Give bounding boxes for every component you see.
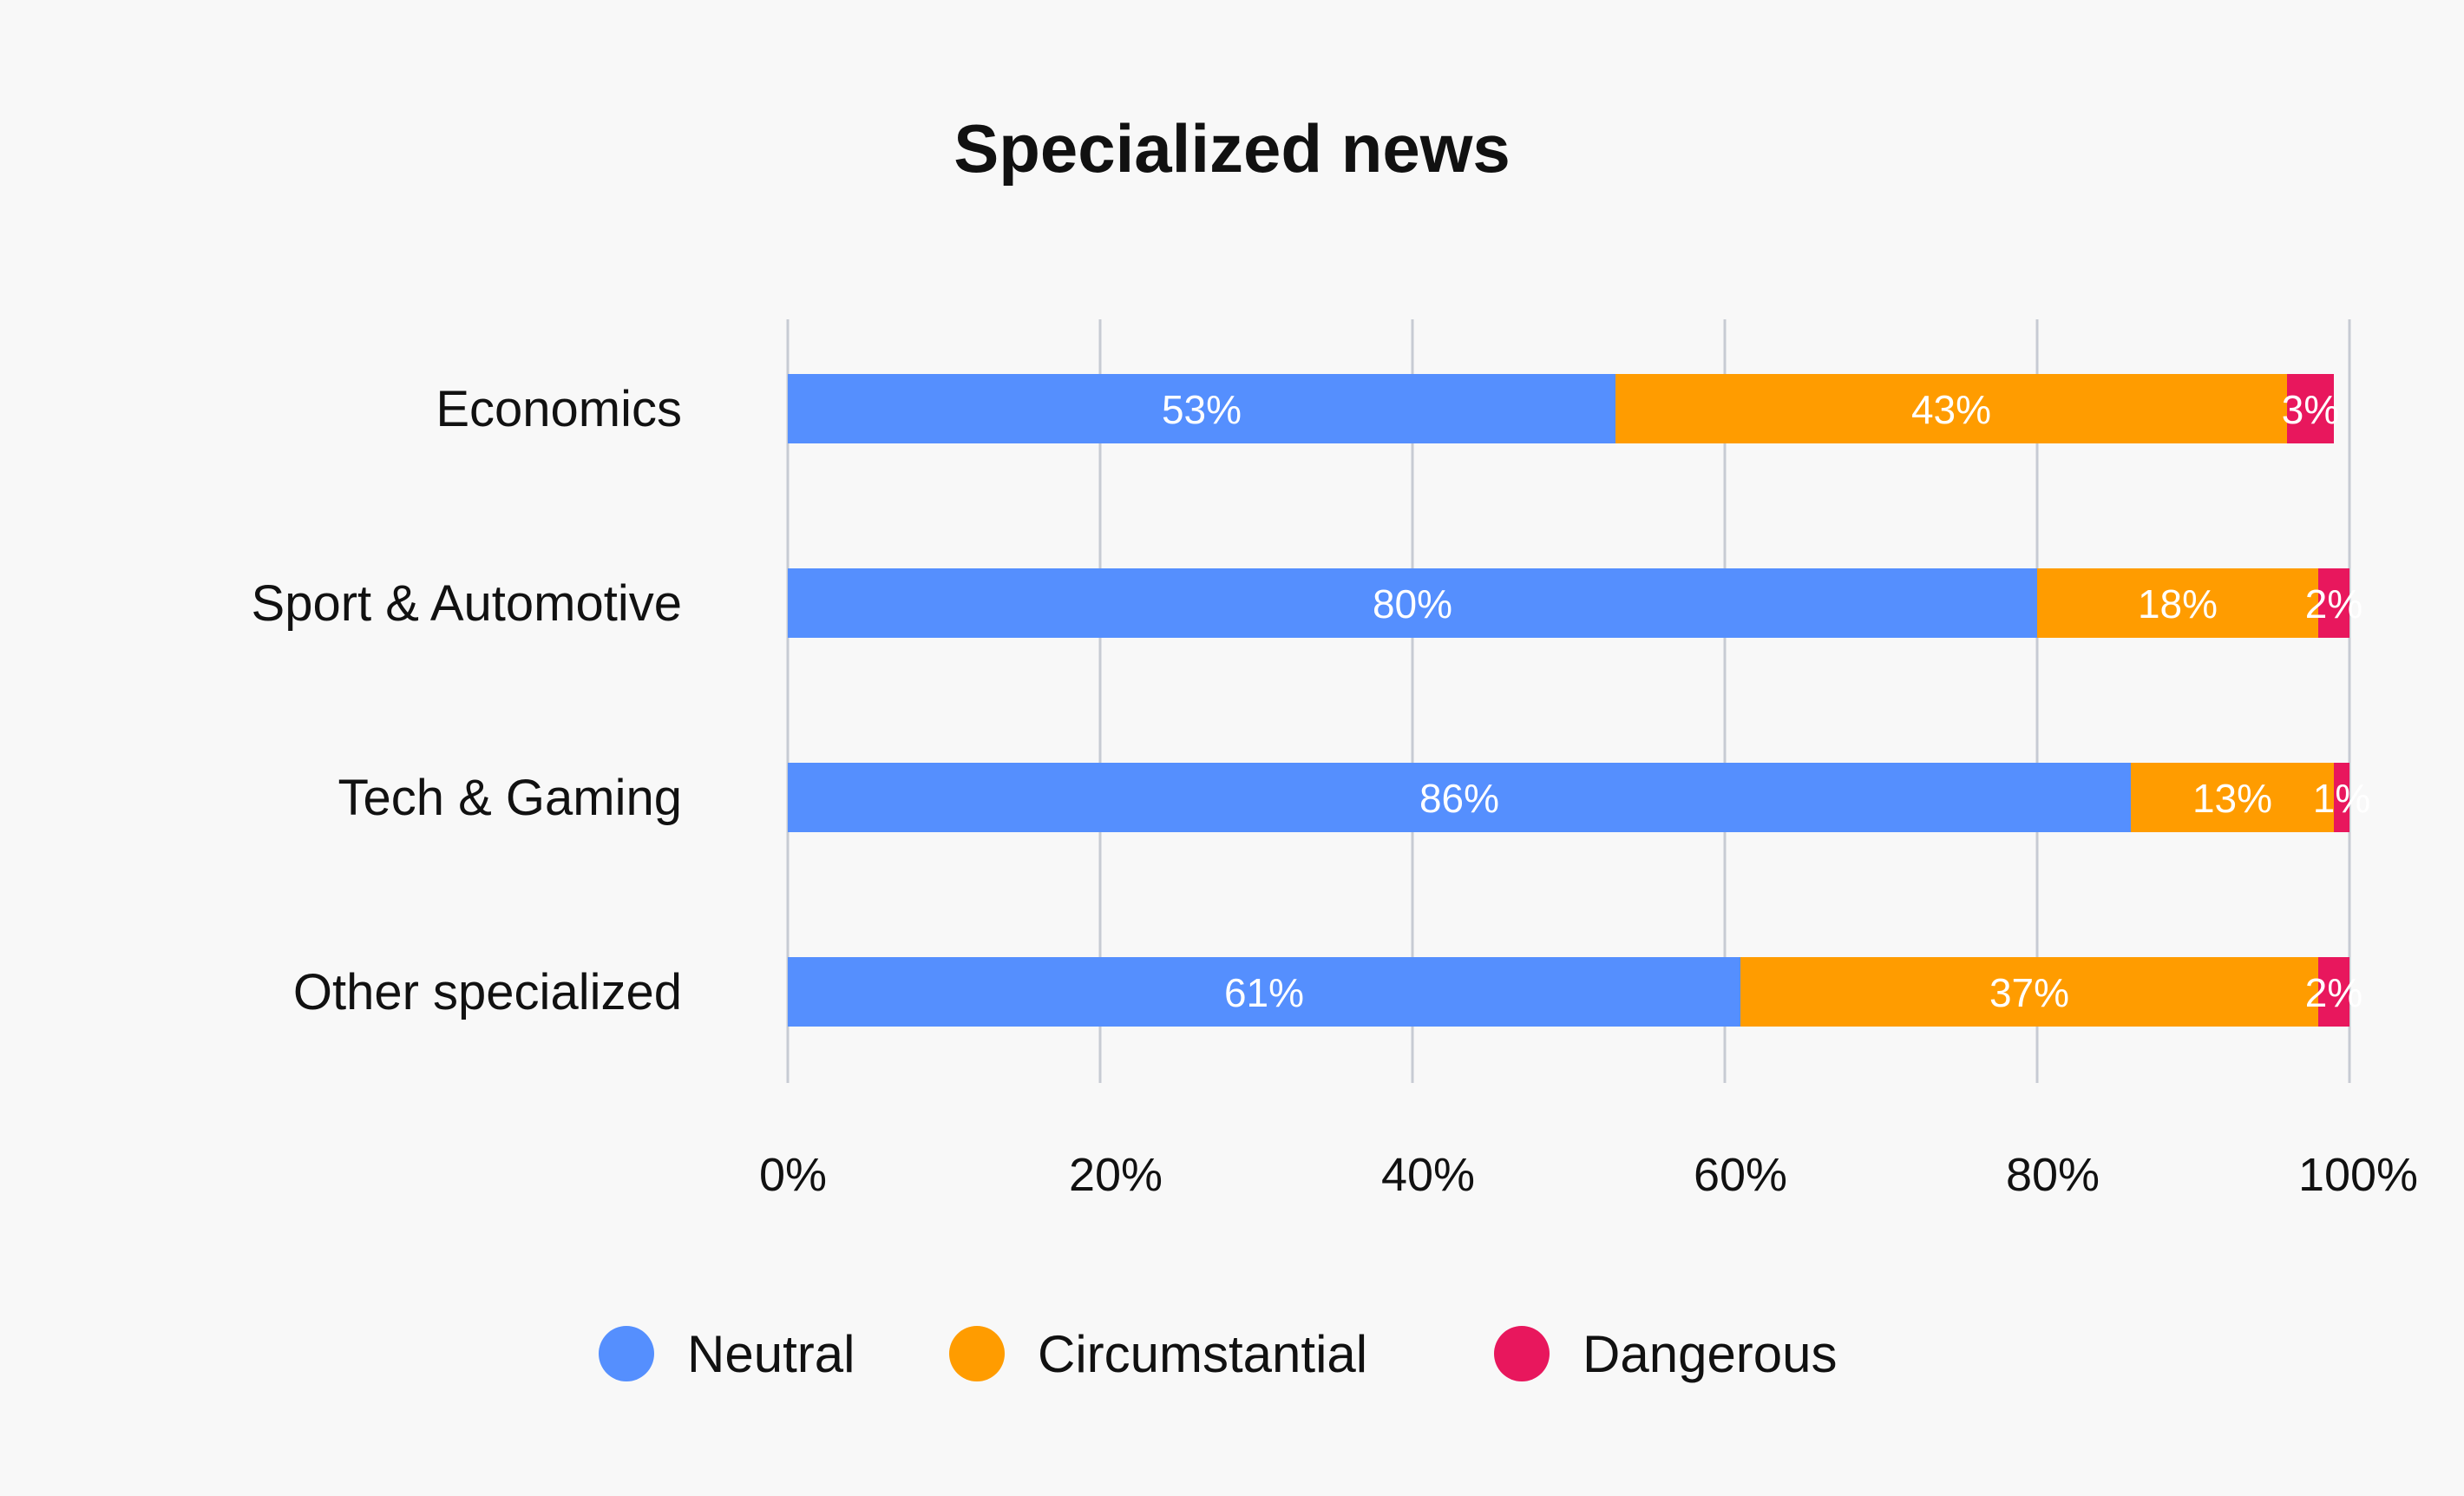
data-label: 3% <box>2282 387 2339 432</box>
bar-segment-circumstantial <box>2037 568 2318 638</box>
chart-title: Specialized news <box>953 110 1511 187</box>
data-label: 2% <box>2305 581 2362 627</box>
bar-segment-circumstantial <box>2131 763 2334 832</box>
bar-segment-dangerous <box>2334 763 2349 832</box>
data-label: 13% <box>2192 776 2272 821</box>
grid-lines <box>786 319 2351 1083</box>
bar-segment-circumstantial <box>1740 957 2318 1027</box>
category-label: Other specialized <box>293 964 682 1020</box>
legend-label: Circumstantial <box>1038 1325 1367 1383</box>
x-tick-label: 60% <box>1694 1149 1787 1201</box>
bar-segment-neutral <box>788 957 1740 1027</box>
bar-segment-dangerous <box>2287 374 2334 443</box>
category-label: Economics <box>436 381 682 437</box>
x-tick-label: 40% <box>1381 1149 1475 1201</box>
data-label: 86% <box>1419 776 1499 821</box>
x-axis-tick-labels: 0% 20% 40% 60% 80% 100% <box>759 1149 2418 1201</box>
bar-segment-neutral <box>788 374 1615 443</box>
category-label: Sport & Automotive <box>252 575 682 632</box>
category-label: Tech & Gaming <box>337 770 682 826</box>
data-label: 53% <box>1162 387 1242 432</box>
x-tick-label: 100% <box>2298 1149 2418 1201</box>
bars: 53% 43% 3% 80% 18% 2% 86% 13% 1% 61% 37% 2% <box>788 374 2370 1027</box>
bar-segment-neutral <box>788 763 2131 832</box>
data-label: 1% <box>2313 776 2370 821</box>
data-label: 80% <box>1373 581 1452 627</box>
data-label: 18% <box>2138 581 2218 627</box>
legend-swatch <box>949 1326 1005 1381</box>
bar-segment-dangerous <box>2318 568 2349 638</box>
x-tick-label: 20% <box>1069 1149 1163 1201</box>
bar-segment-circumstantial <box>1615 374 2287 443</box>
bar-segment-neutral <box>788 568 2037 638</box>
legend: Neutral Circumstantial Dangerous <box>599 1325 1838 1383</box>
data-label: 43% <box>1911 387 1991 432</box>
data-label: 61% <box>1224 970 1304 1015</box>
bar-segment-dangerous <box>2318 957 2349 1027</box>
category-labels: Economics Sport & Automotive Tech & Gaming… <box>252 381 682 1020</box>
legend-label: Neutral <box>687 1325 855 1383</box>
x-tick-label: 80% <box>2006 1149 2100 1201</box>
data-label: 37% <box>1989 970 2069 1015</box>
legend-label: Dangerous <box>1583 1325 1838 1383</box>
legend-swatch <box>1494 1326 1550 1381</box>
x-tick-label: 0% <box>759 1149 827 1201</box>
data-label: 2% <box>2305 970 2362 1015</box>
legend-swatch <box>599 1326 654 1381</box>
